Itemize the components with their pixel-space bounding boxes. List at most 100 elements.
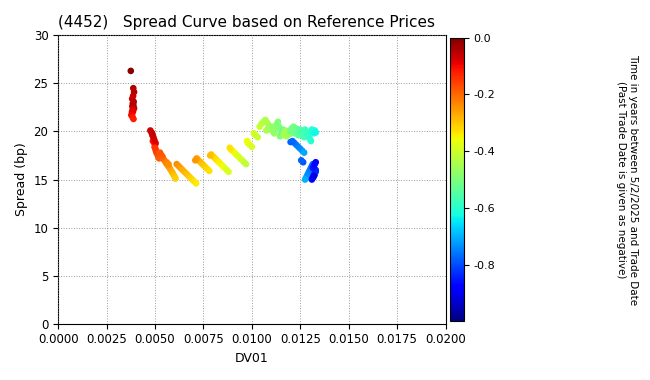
Point bbox=[307, 161, 318, 167]
Point bbox=[250, 132, 261, 138]
Point bbox=[128, 93, 138, 99]
Point bbox=[280, 129, 290, 135]
Point bbox=[273, 119, 283, 125]
Point bbox=[269, 130, 280, 136]
Point bbox=[179, 169, 190, 175]
Point bbox=[309, 170, 320, 176]
Point bbox=[305, 136, 315, 142]
Point bbox=[191, 180, 202, 187]
Point bbox=[285, 139, 296, 145]
Point bbox=[235, 155, 246, 162]
Text: (4452)   Spread Curve based on Reference Prices: (4452) Spread Curve based on Reference P… bbox=[58, 15, 435, 30]
Point bbox=[242, 138, 252, 144]
Point bbox=[299, 150, 309, 156]
Point bbox=[287, 128, 298, 135]
Point bbox=[272, 121, 282, 127]
Point bbox=[151, 149, 161, 155]
Point bbox=[294, 128, 304, 135]
Point bbox=[206, 152, 216, 158]
Point bbox=[307, 176, 317, 182]
Point bbox=[262, 120, 272, 126]
Point bbox=[127, 101, 138, 107]
Point bbox=[264, 123, 274, 129]
Point bbox=[212, 157, 222, 163]
Point bbox=[305, 167, 315, 173]
Point bbox=[311, 159, 321, 165]
Point bbox=[285, 131, 295, 138]
Point bbox=[205, 152, 215, 158]
Point bbox=[241, 161, 252, 167]
Point bbox=[287, 138, 298, 144]
Point bbox=[222, 167, 232, 173]
Point bbox=[128, 116, 138, 122]
Point bbox=[266, 125, 276, 131]
Point bbox=[287, 125, 297, 131]
Point bbox=[150, 142, 161, 148]
Point bbox=[281, 127, 291, 133]
Point bbox=[208, 154, 218, 160]
Point bbox=[159, 156, 169, 162]
Point bbox=[155, 150, 165, 156]
Point bbox=[307, 174, 318, 180]
Point bbox=[276, 130, 286, 136]
Point bbox=[161, 159, 172, 165]
Point bbox=[244, 142, 255, 148]
Point bbox=[274, 124, 284, 130]
Point bbox=[150, 137, 160, 143]
Point bbox=[129, 105, 139, 111]
Y-axis label: Time in years between 5/2/2025 and Trade Date
(Past Trade Date is given as negat: Time in years between 5/2/2025 and Trade… bbox=[616, 54, 638, 305]
Point bbox=[160, 158, 170, 164]
Point bbox=[307, 128, 318, 135]
Point bbox=[177, 167, 188, 173]
Point bbox=[151, 147, 161, 153]
Point bbox=[309, 174, 319, 180]
Point bbox=[170, 176, 181, 182]
Point bbox=[260, 117, 270, 123]
Point bbox=[306, 165, 316, 171]
Point bbox=[157, 154, 168, 160]
Point bbox=[224, 169, 234, 175]
Point bbox=[248, 130, 259, 136]
Point bbox=[152, 150, 162, 157]
Point bbox=[283, 128, 294, 135]
Point bbox=[167, 170, 177, 176]
Point bbox=[295, 127, 306, 133]
Point bbox=[307, 163, 317, 169]
Point bbox=[164, 164, 174, 170]
Point bbox=[227, 148, 238, 154]
Point bbox=[127, 106, 138, 112]
Point bbox=[231, 152, 242, 158]
Point bbox=[176, 165, 186, 171]
Point bbox=[296, 157, 306, 163]
Point bbox=[263, 125, 274, 131]
Point bbox=[304, 169, 314, 175]
Point bbox=[299, 134, 309, 140]
Point bbox=[127, 107, 138, 113]
Point bbox=[151, 150, 162, 157]
Point bbox=[147, 130, 157, 136]
Point bbox=[301, 128, 311, 135]
Point bbox=[150, 144, 160, 150]
X-axis label: DV01: DV01 bbox=[235, 352, 268, 365]
Point bbox=[309, 127, 320, 133]
Point bbox=[129, 89, 139, 95]
Point bbox=[216, 161, 226, 167]
Point bbox=[129, 105, 139, 111]
Point bbox=[189, 179, 200, 185]
Point bbox=[210, 155, 220, 162]
Point bbox=[157, 154, 168, 160]
Point bbox=[194, 158, 205, 164]
Point bbox=[309, 161, 320, 167]
Point bbox=[295, 146, 306, 152]
Point bbox=[198, 162, 209, 168]
Point bbox=[127, 103, 138, 109]
Point bbox=[153, 154, 163, 160]
Point bbox=[309, 172, 319, 178]
Point bbox=[298, 159, 308, 165]
Point bbox=[268, 128, 278, 135]
Point bbox=[218, 163, 228, 169]
Point bbox=[242, 140, 253, 146]
Point bbox=[226, 147, 237, 153]
Point bbox=[128, 101, 138, 108]
Point bbox=[204, 168, 214, 174]
